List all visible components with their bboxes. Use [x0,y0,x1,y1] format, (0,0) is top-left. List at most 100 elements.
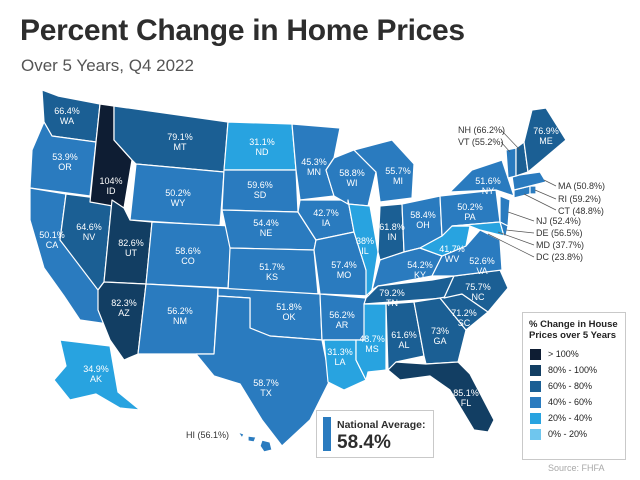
state-value-KY: 54.2% [407,260,433,270]
state-value-TN: 79.2% [379,288,405,298]
state-value-MT: 79.1% [167,132,193,142]
legend-label: 60% - 80% [548,381,593,391]
leader-nh [500,129,521,151]
state-value-OR: 53.9% [52,152,78,162]
state-name-MS: MS [365,344,379,354]
legend-label: > 100% [548,349,579,359]
leader-vt [500,141,511,153]
state-name-IA: IA [322,218,331,228]
state-name-AK: AK [90,374,102,384]
state-value-WI: 58.8% [339,168,365,178]
legend-item: 60% - 80% [529,378,619,394]
state-HI-3 [259,439,273,453]
legend-item: 0% - 20% [529,426,619,442]
label-DC: DC (23.8%) [536,252,584,262]
label-MD: MD (37.7%) [536,240,585,250]
state-value-MN: 45.3% [301,157,327,167]
legend-swatch [529,395,542,409]
leader-nj [507,211,535,222]
state-value-ME: 76.9% [533,126,559,136]
state-value-AL: 61.6% [391,330,417,340]
state-value-WA: 66.4% [54,106,80,116]
state-name-OH: OH [416,220,430,230]
leader-ct [523,193,557,211]
state-name-SD: SD [254,190,267,200]
state-value-SC: 71.2% [451,308,477,318]
label-NH: NH (66.2%) [458,125,506,135]
state-value-VA: 52.6% [469,256,495,266]
state-value-OH: 58.4% [410,210,436,220]
state-value-NY: 51.6% [475,176,501,186]
state-name-VA: VA [476,266,487,276]
legend-label: 0% - 20% [548,429,588,439]
legend: % Change in House Prices over 5 Years > … [522,312,626,460]
map-title: Percent Change in Home Prices [20,14,465,47]
state-name-ND: ND [256,147,269,157]
leader-dc [487,233,535,258]
state-name-WI: WI [347,178,358,188]
state-name-CA: CA [46,240,59,250]
state-MS [355,303,387,381]
leader-ma [543,179,557,187]
state-ME [523,107,567,173]
state-TX [195,295,331,447]
legend-item: 80% - 100% [529,362,619,378]
state-name-NE: NE [260,228,273,238]
leader-de [505,229,535,234]
state-value-AZ: 82.3% [111,298,137,308]
state-value-UT: 82.6% [118,238,144,248]
state-value-CO: 58.6% [175,246,201,256]
legend-title: % Change in House Prices over 5 Years [529,319,618,341]
state-name-NY: NY [482,186,495,196]
label-CT: CT (48.8%) [558,206,604,216]
state-name-NV: NV [83,232,96,242]
state-name-MI: MI [393,176,403,186]
state-value-GA: 73% [431,326,449,336]
state-value-WY: 50.2% [165,188,191,198]
state-name-MO: MO [337,270,352,280]
legend-label: 40% - 60% [548,397,593,407]
leader-ri [534,189,557,200]
legend-label: 20% - 40% [548,413,593,423]
state-DE [499,221,509,237]
state-name-KY: KY [414,270,426,280]
legend-item: 40% - 60% [529,394,619,410]
national-average-accent [323,417,331,451]
state-value-ID: 104% [99,176,122,186]
state-value-FL: 85.1% [453,388,479,398]
state-value-AK: 34.9% [83,364,109,374]
state-name-AL: AL [398,340,409,350]
state-name-UT: UT [125,248,137,258]
state-value-NM: 56.2% [167,306,193,316]
state-name-OR: OR [58,162,72,172]
state-value-AR: 56.2% [329,310,355,320]
state-value-NE: 54.4% [253,218,279,228]
state-name-WA: WA [60,116,74,126]
label-VT: VT (55.2%) [458,137,504,147]
label-MA: MA (50.8%) [558,181,606,191]
legend-label: 80% - 100% [548,365,598,375]
state-value-NC: 75.7% [465,282,491,292]
state-value-TX: 58.7% [253,378,279,388]
state-name-IN: IN [388,232,397,242]
legend-item: 20% - 40% [529,410,619,426]
state-name-PA: PA [464,212,475,222]
state-value-IL: 38% [356,236,374,246]
state-name-OK: OK [282,312,295,322]
state-NM [137,283,219,355]
state-name-AR: AR [336,320,349,330]
state-AK [53,339,141,411]
label-DE: DE (56.5%) [536,228,583,238]
state-name-ME: ME [539,136,553,146]
state-name-MT: MT [174,142,187,152]
label-NJ: NJ (52.4%) [536,216,582,226]
legend-swatch [529,379,542,393]
legend-item: > 100% [529,346,619,362]
state-name-AZ: AZ [118,308,130,318]
legend-swatch [529,347,542,361]
state-HI [237,431,245,439]
legend-swatch [529,411,542,425]
state-name-IL: IL [361,246,369,256]
state-name-MN: MN [307,167,321,177]
national-average-label: National Average: [337,419,426,431]
